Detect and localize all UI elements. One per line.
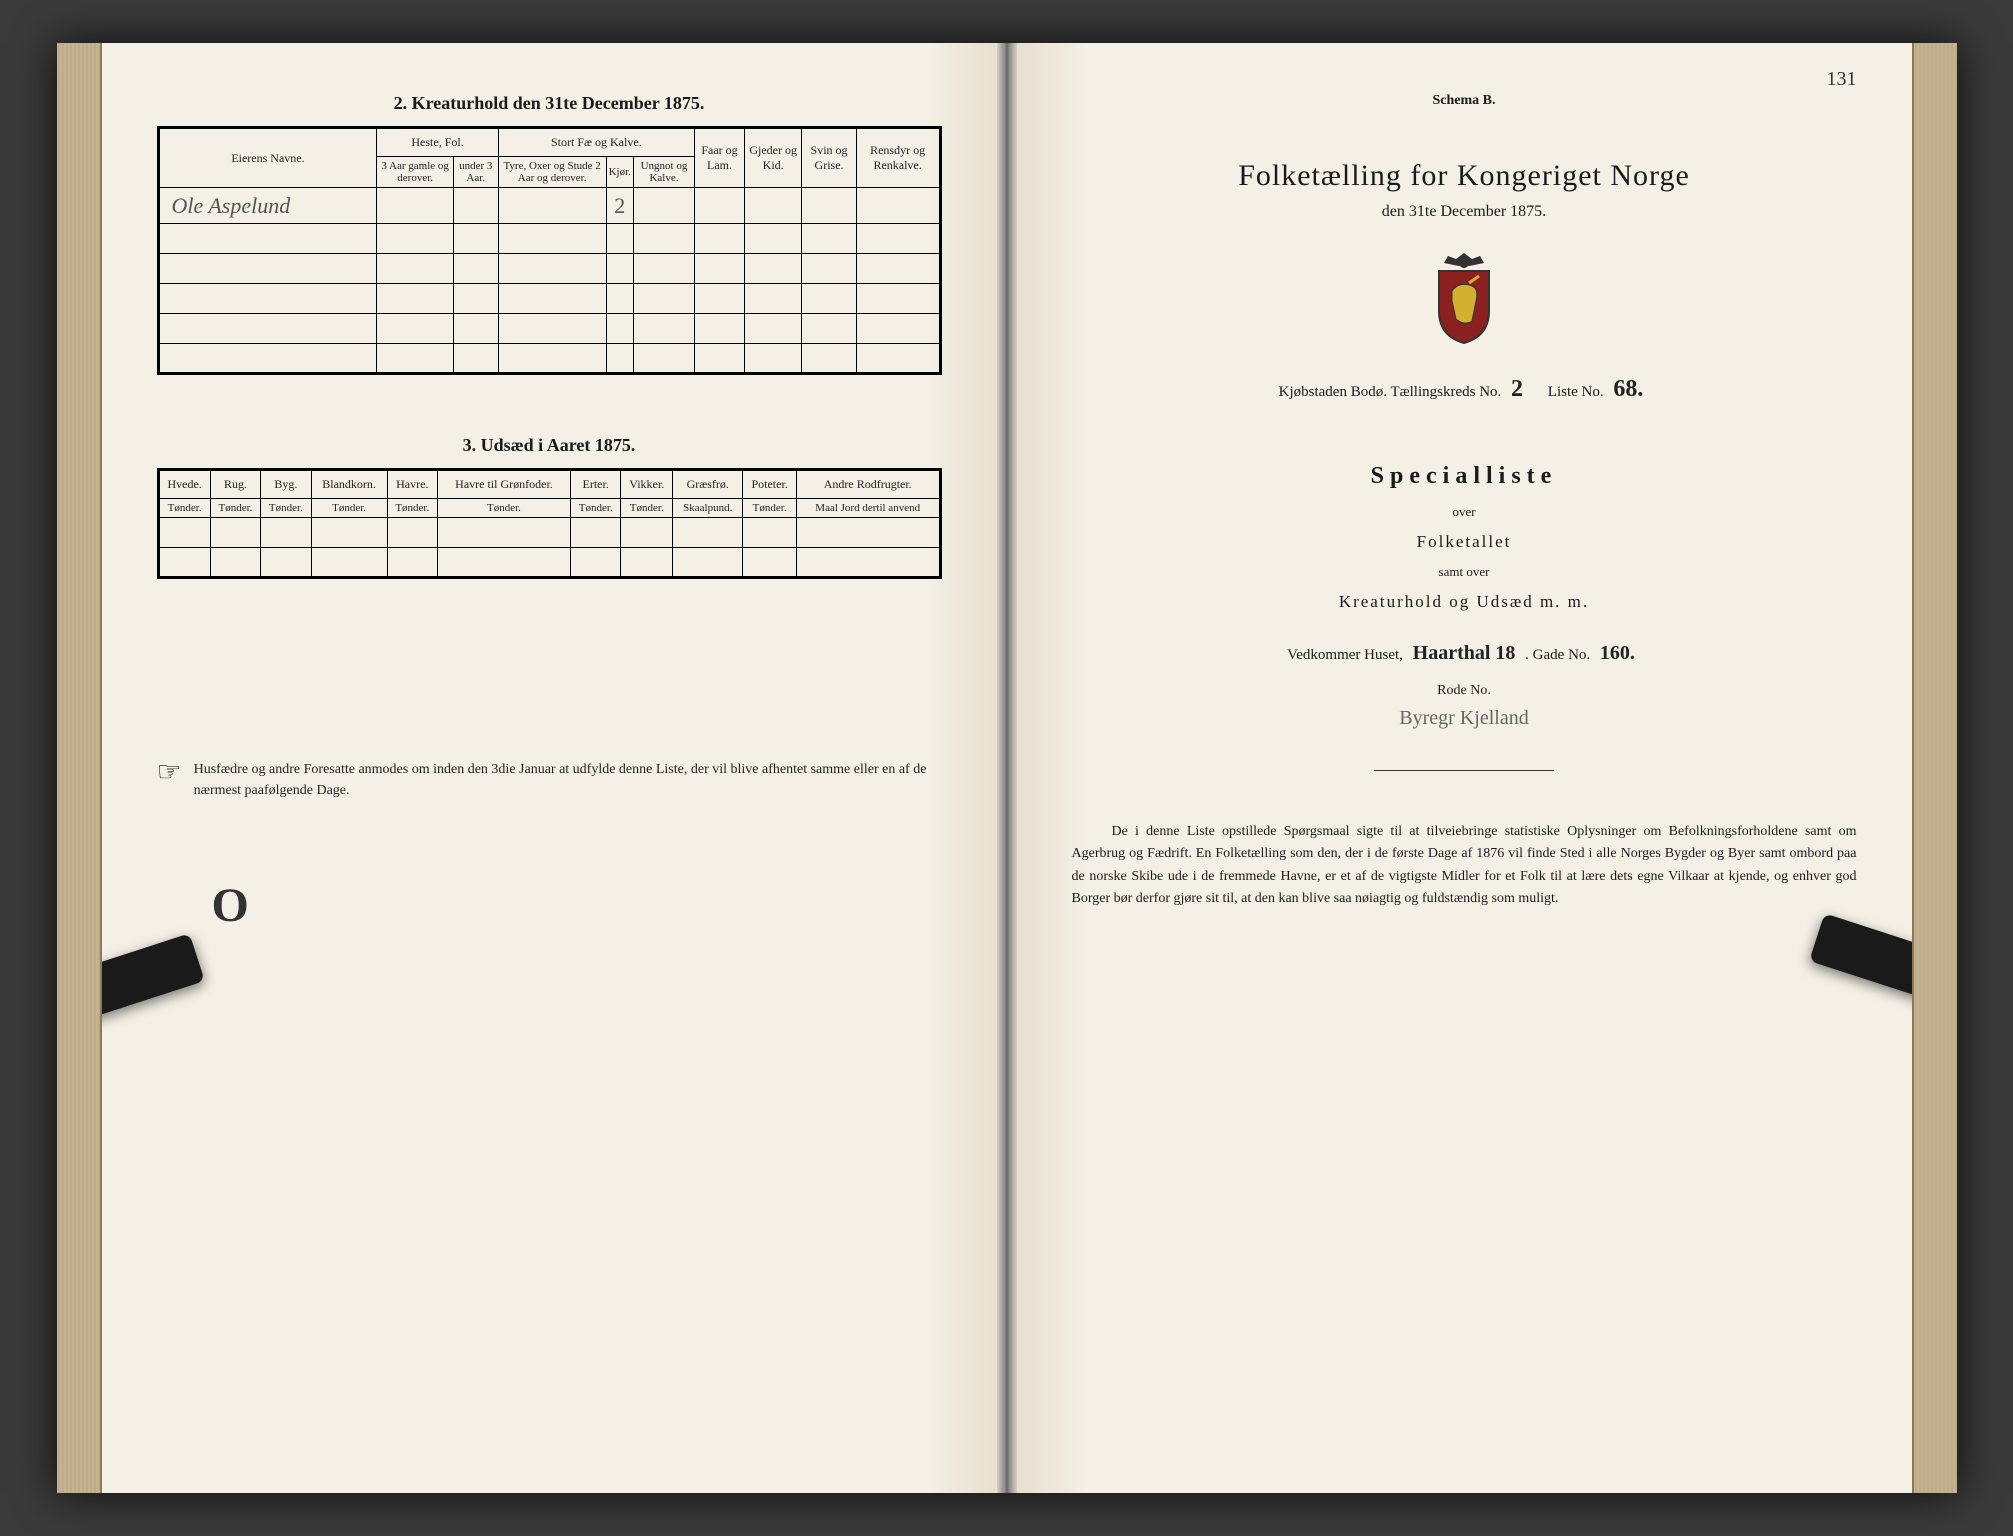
table-row: Ole Aspelund 2: [158, 188, 940, 224]
over-label: over: [1072, 504, 1857, 520]
liste-no: 68.: [1607, 376, 1649, 402]
unit: Tønder.: [570, 499, 620, 518]
house-line: Vedkommer Huset, Haarthal 18 . Gade No. …: [1072, 642, 1857, 665]
house-prefix: Vedkommer Huset,: [1287, 647, 1403, 663]
cell: [633, 188, 694, 224]
table-row: [158, 224, 940, 254]
left-page: 2. Kreaturhold den 31te December 1875. E…: [102, 43, 997, 1493]
section-2-title: 2. Kreaturhold den 31te December 1875.: [157, 93, 942, 114]
samt-over-label: samt over: [1072, 564, 1857, 580]
cell: [453, 188, 498, 224]
col-horses-2: under 3 Aar.: [453, 157, 498, 188]
seed-table: Hvede. Rug. Byg. Blandkorn. Havre. Havre…: [157, 468, 942, 579]
cell: [856, 188, 940, 224]
table-row: [158, 344, 940, 374]
gade-label: . Gade No.: [1525, 647, 1590, 663]
col-poteter: Poteter.: [743, 470, 797, 499]
location-line: Kjøbstaden Bodø. Tællingskreds No. 2 Lis…: [1072, 376, 1857, 403]
col-blandkorn: Blandkorn.: [311, 470, 387, 499]
col-goats: Gjeder og Kid.: [744, 128, 801, 188]
col-reindeer: Rensdyr og Renkalve.: [856, 128, 940, 188]
col-cattle-3: Ungnot og Kalve.: [633, 157, 694, 188]
table-row: [158, 254, 940, 284]
col-andre: Andre Rodfrugter.: [796, 470, 940, 499]
col-cattle: Stort Fæ og Kalve.: [498, 128, 694, 157]
livestock-table: Eierens Navne. Heste, Fol. Stort Fæ og K…: [157, 126, 942, 375]
cell: [695, 188, 745, 224]
unit: Tønder.: [210, 499, 260, 518]
col-graesfro: Græsfrø.: [673, 470, 743, 499]
book-spine: [997, 43, 1017, 1493]
gade-no: 160.: [1594, 642, 1641, 664]
col-vikker: Vikker.: [621, 470, 673, 499]
col-horses-1: 3 Aar gamle og derover.: [377, 157, 453, 188]
rode-label: Rode No.: [1072, 683, 1857, 699]
col-erter: Erter.: [570, 470, 620, 499]
unit: Tønder.: [311, 499, 387, 518]
schema-label: Schema B.: [1072, 93, 1857, 109]
cell: [498, 188, 606, 224]
col-horses: Heste, Fol.: [377, 128, 498, 157]
location-prefix: Kjøbstaden Bodø. Tællingskreds No.: [1279, 384, 1502, 400]
table-row: [158, 314, 940, 344]
rode-handwritten: Byregr Kjelland: [1072, 707, 1857, 730]
col-havre-gron: Havre til Grønfoder.: [438, 470, 571, 499]
unit: Tønder.: [743, 499, 797, 518]
cell: [377, 188, 453, 224]
kreds-no: 2: [1505, 376, 1529, 402]
right-page: 131 Schema B. Folketælling for Kongerige…: [1017, 43, 1912, 1493]
table-row: [158, 518, 940, 548]
col-sheep: Faar og Lam.: [695, 128, 745, 188]
liste-label: Liste No.: [1548, 384, 1604, 400]
col-byg: Byg.: [261, 470, 311, 499]
section-3-title: 3. Udsæd i Aaret 1875.: [157, 435, 942, 456]
handwritten-o-mark: O: [212, 878, 249, 933]
unit: Tønder.: [438, 499, 571, 518]
pointing-hand-icon: ☞: [157, 759, 182, 787]
bottom-paragraph: De i denne Liste opstillede Spørgsmaal s…: [1072, 821, 1857, 911]
table-row: [158, 284, 940, 314]
col-rug: Rug.: [210, 470, 260, 499]
unit: Tønder.: [621, 499, 673, 518]
unit: Maal Jord dertil anvend: [796, 499, 940, 518]
cell: [744, 188, 801, 224]
unit: Tønder.: [387, 499, 437, 518]
owner-name: Ole Aspelund: [158, 188, 377, 224]
footer-instruction: ☞ Husfædre og andre Foresatte anmodes om…: [157, 759, 942, 801]
col-pigs: Svin og Grise.: [802, 128, 856, 188]
page-number: 131: [1827, 68, 1857, 91]
unit: Tønder.: [158, 499, 210, 518]
divider-line: [1374, 770, 1554, 771]
unit: Skaalpund.: [673, 499, 743, 518]
footer-text: Husfædre og andre Foresatte anmodes om i…: [194, 759, 942, 801]
table-row: [158, 548, 940, 578]
book-edge-left: [57, 43, 102, 1493]
house-handwritten: Haarthal 18: [1407, 642, 1522, 664]
folketallet-label: Folketallet: [1072, 532, 1857, 552]
col-havre: Havre.: [387, 470, 437, 499]
census-main-title: Folketælling for Kongeriget Norge: [1072, 159, 1857, 193]
unit: Tønder.: [261, 499, 311, 518]
page-clip-left: [102, 933, 205, 1042]
open-book: 2. Kreaturhold den 31te December 1875. E…: [57, 43, 1957, 1493]
cell: [802, 188, 856, 224]
coat-of-arms-icon: [1072, 251, 1857, 346]
page-clip-right: [1809, 913, 1912, 1022]
census-date: den 31te December 1875.: [1072, 203, 1857, 221]
col-cattle-2: Kjør.: [606, 157, 633, 188]
cell-cattle-kjor: 2: [606, 188, 633, 224]
specialliste-title: Specialliste: [1072, 463, 1857, 490]
kreatur-line: Kreaturhold og Udsæd m. m.: [1072, 592, 1857, 612]
col-hvede: Hvede.: [158, 470, 210, 499]
col-cattle-1: Tyre, Oxer og Stude 2 Aar og derover.: [498, 157, 606, 188]
col-owner: Eierens Navne.: [158, 128, 377, 188]
book-edge-right: [1912, 43, 1957, 1493]
